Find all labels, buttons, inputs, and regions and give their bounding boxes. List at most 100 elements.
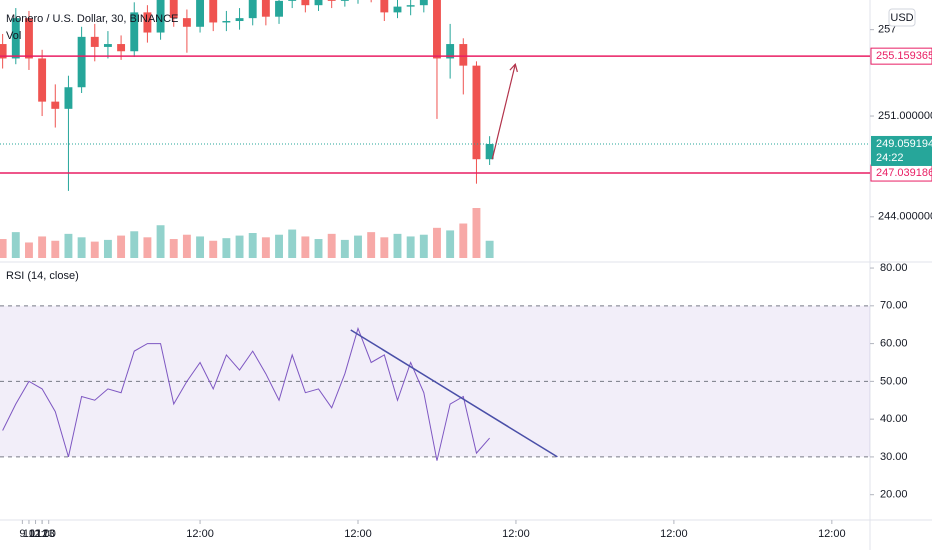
x-tick-label: 13 (43, 528, 55, 540)
candle-body (182, 18, 191, 27)
x-tick-label: 12 (36, 528, 48, 540)
candle-body (459, 44, 468, 66)
overlay: 257 251.000000 244.000000 255.159365 247.039… (0, 24, 932, 540)
volume-bar (261, 237, 270, 258)
volume-bar (222, 238, 231, 258)
last-price-box (871, 135, 932, 166)
candle-body (301, 0, 310, 6)
y-tick-label: 244.000000 (878, 211, 932, 223)
x-tick-label: 12:00 (28, 528, 56, 540)
candle-body (38, 58, 47, 102)
volume-bar (117, 235, 126, 258)
volume-bar (209, 240, 218, 258)
price-label: 255.159365 (876, 50, 932, 62)
volume-bar (406, 236, 415, 258)
volume-bar (354, 235, 362, 258)
volume-bar (11, 232, 20, 258)
x-tick-label: 12:00 (660, 528, 688, 540)
rsi-line (2, 326, 490, 461)
candle-body (130, 12, 139, 52)
volume-bar (0, 239, 7, 258)
volume-bar (327, 233, 336, 258)
rsi-pane (0, 305, 870, 461)
arrow-head (509, 62, 518, 73)
candle-body (314, 0, 323, 6)
candle-body (472, 65, 481, 160)
price-label: 247.039186 (876, 167, 932, 179)
arrow-line (491, 64, 516, 160)
volume-bar (419, 234, 428, 258)
x-tick-label: 12:00 (186, 528, 214, 540)
candle-body (485, 143, 494, 160)
candle-body (77, 36, 86, 88)
volume-bar (38, 236, 47, 258)
volume-bar (393, 233, 402, 258)
candle-body (51, 101, 60, 109)
volume-bar (169, 239, 178, 258)
candle-body (90, 36, 99, 47)
x-tick-label: 12:00 (818, 528, 846, 540)
y-tick-label: 30.00 (880, 451, 908, 463)
volume-bar (446, 230, 455, 258)
x-tick-label: 10 (23, 528, 35, 540)
candle-body (235, 18, 244, 22)
volume-bar (288, 229, 297, 258)
volume-bar (77, 237, 86, 258)
volume-bar (143, 237, 152, 258)
rsi-title: RSI (14, close) (6, 270, 79, 282)
candle-body (261, 0, 270, 17)
candle-body (222, 21, 231, 23)
candle-body (103, 44, 112, 47)
price-label-box (870, 47, 932, 65)
volume-bar (485, 240, 494, 258)
volume-bar (380, 237, 389, 258)
y-tick-label: 251.000000 (878, 110, 932, 122)
volume-bar (314, 239, 323, 258)
x-tick-label: 9 (19, 528, 25, 540)
candle-body (446, 44, 455, 59)
candle-body (25, 18, 33, 59)
candle-body (327, 0, 336, 1)
volume-bar (90, 241, 99, 258)
candle-body (169, 0, 178, 19)
volume-bar (301, 236, 310, 258)
candle-body (196, 0, 205, 27)
volume-bar (130, 231, 139, 258)
volume-bar (275, 234, 283, 258)
candle-body (406, 5, 415, 7)
volume-bar (433, 227, 441, 258)
candle-body (393, 6, 402, 13)
volume-bar (367, 232, 376, 258)
volume-bar (459, 223, 468, 258)
candle-body (288, 0, 297, 1)
candle-body (433, 0, 441, 59)
trend-line (350, 329, 558, 458)
y-tick-label: 70.00 (880, 300, 908, 312)
candle-body (156, 0, 165, 33)
candle-body (143, 12, 152, 33)
x-tick-label: 11 (30, 528, 41, 540)
candle-body (64, 87, 73, 109)
y-tick-label: 80.00 (880, 262, 908, 274)
currency-label[interactable]: USD (890, 12, 913, 24)
x-tick-label: 12:00 (344, 528, 372, 540)
y-tick-label: 50.00 (880, 375, 908, 387)
volume-bar (103, 239, 112, 258)
currency-button[interactable] (888, 8, 916, 27)
volume-bar (196, 236, 205, 258)
volume-bar (248, 233, 257, 258)
volume-bar (25, 242, 33, 258)
chart-title: Monero / U.S. Dollar, 30, BINANCE (6, 13, 178, 25)
y-tick-label: 60.00 (880, 337, 908, 349)
candle-body (0, 44, 7, 59)
candle-body (248, 0, 257, 19)
volume-bar (64, 233, 73, 258)
last-price-label: 249.059194 (876, 138, 932, 150)
candle-body (340, 0, 349, 1)
volume-bar (235, 235, 244, 258)
candle-body (117, 44, 126, 52)
x-tick-label: 12:00 (502, 528, 530, 540)
volume-bar (51, 240, 60, 258)
candle-body (209, 0, 218, 23)
